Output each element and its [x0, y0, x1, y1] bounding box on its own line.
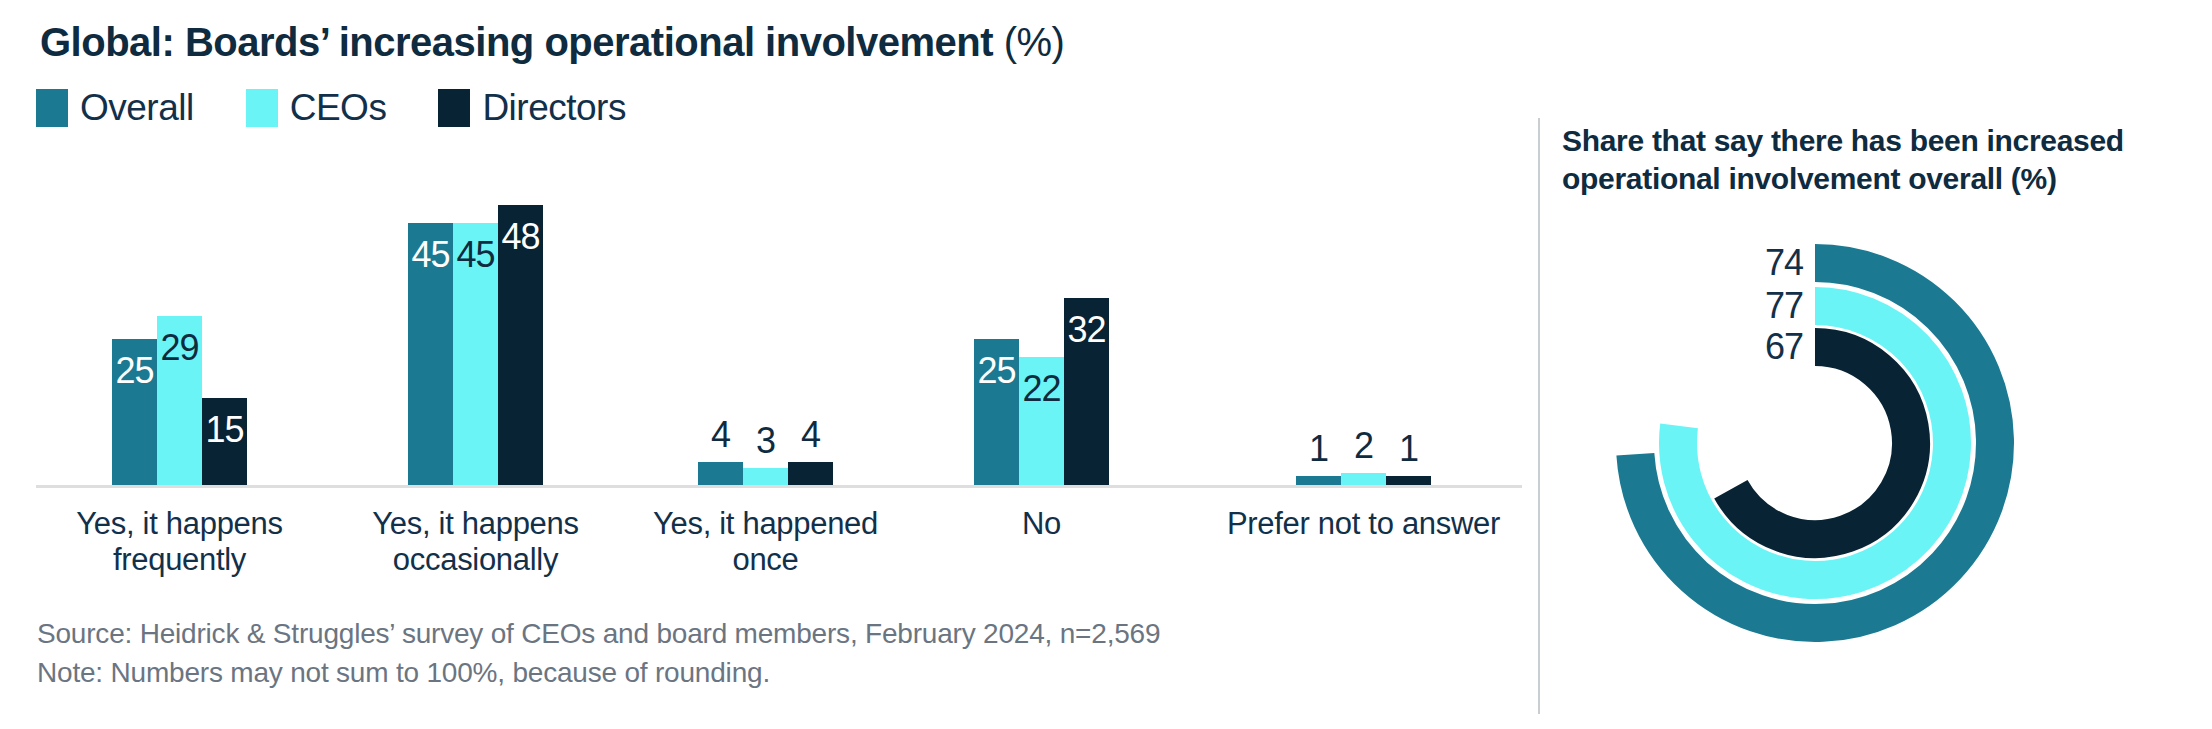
category-label: Prefer not to answer — [1184, 506, 1544, 542]
bar-ceos-2 — [743, 468, 788, 485]
bar-value-label: 32 — [1064, 310, 1109, 350]
donut-value-label-directors: 67 — [1683, 325, 1803, 369]
bar-value-label: 1 — [1296, 429, 1341, 469]
radial-donut-chart — [1595, 223, 2035, 663]
bar-value-label: 25 — [974, 351, 1019, 391]
donut-title: Share that say there has been increased o… — [1562, 122, 2207, 198]
bar-directors-2 — [788, 462, 833, 485]
bar-directors-4 — [1386, 476, 1431, 485]
bar-value-label: 4 — [698, 415, 743, 455]
donut-value-label-ceos: 77 — [1683, 284, 1803, 328]
note-text: Note: Numbers may not sum to 100%, becau… — [37, 657, 770, 689]
infographic-root: Global: Boards’ increasing operational i… — [0, 0, 2212, 729]
category-label: No — [862, 506, 1222, 542]
donut-title-line2: operational involvement overall (%) — [1562, 162, 2057, 195]
bar-value-label: 3 — [743, 421, 788, 461]
bar-overall-2 — [698, 462, 743, 485]
source-text: Source: Heidrick & Struggles’ survey of … — [37, 618, 1160, 650]
bar-value-label: 4 — [788, 415, 833, 455]
bar-value-label: 25 — [112, 351, 157, 391]
bar-ceos-4 — [1341, 473, 1386, 485]
bar-value-label: 15 — [202, 410, 247, 450]
donut-title-line1: Share that say there has been increased — [1562, 124, 2124, 157]
bar-value-label: 22 — [1019, 369, 1064, 409]
bar-overall-4 — [1296, 476, 1341, 485]
bar-value-label: 45 — [408, 235, 453, 275]
bar-value-label: 48 — [498, 217, 543, 257]
donut-value-label-overall: 74 — [1683, 241, 1803, 285]
x-axis-line — [36, 485, 1522, 488]
bar-value-label: 2 — [1341, 426, 1386, 466]
bar-value-label: 45 — [453, 235, 498, 275]
bar-value-label: 29 — [157, 328, 202, 368]
bar-value-label: 1 — [1386, 429, 1431, 469]
panel-divider — [1538, 118, 1540, 714]
donut-ring-directors — [1731, 347, 1911, 539]
